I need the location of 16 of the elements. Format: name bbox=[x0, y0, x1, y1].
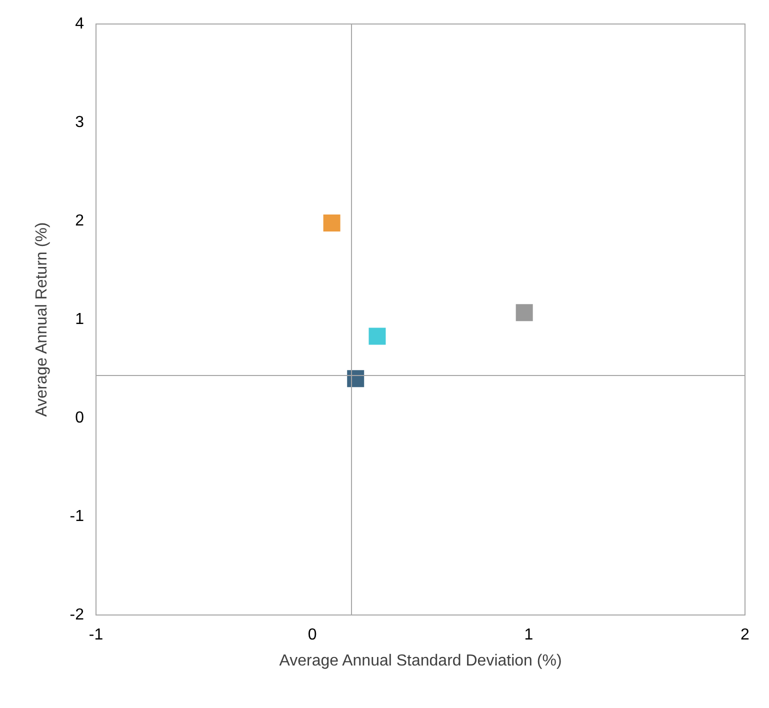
x-tick-label: 1 bbox=[524, 626, 534, 644]
x-tick-label: 0 bbox=[308, 626, 317, 644]
y-tick-label: -2 bbox=[70, 606, 84, 624]
point bbox=[516, 304, 533, 322]
point bbox=[368, 328, 386, 345]
y-tick-label: 1 bbox=[75, 311, 84, 328]
y-axis-title: Average Annual Return (%) bbox=[34, 222, 50, 417]
y-tick-label: 4 bbox=[75, 16, 84, 32]
y-tick-label: 3 bbox=[75, 114, 84, 131]
x-tick-label: 2 bbox=[740, 626, 750, 644]
y-tick-label: -1 bbox=[70, 508, 84, 525]
x-tick-label: -1 bbox=[88, 626, 104, 644]
x-axis-title: Average Annual Standard Deviation (%) bbox=[279, 652, 562, 670]
y-tick-label: 2 bbox=[75, 212, 84, 230]
point bbox=[323, 214, 340, 232]
y-tick-label: 0 bbox=[75, 410, 84, 426]
